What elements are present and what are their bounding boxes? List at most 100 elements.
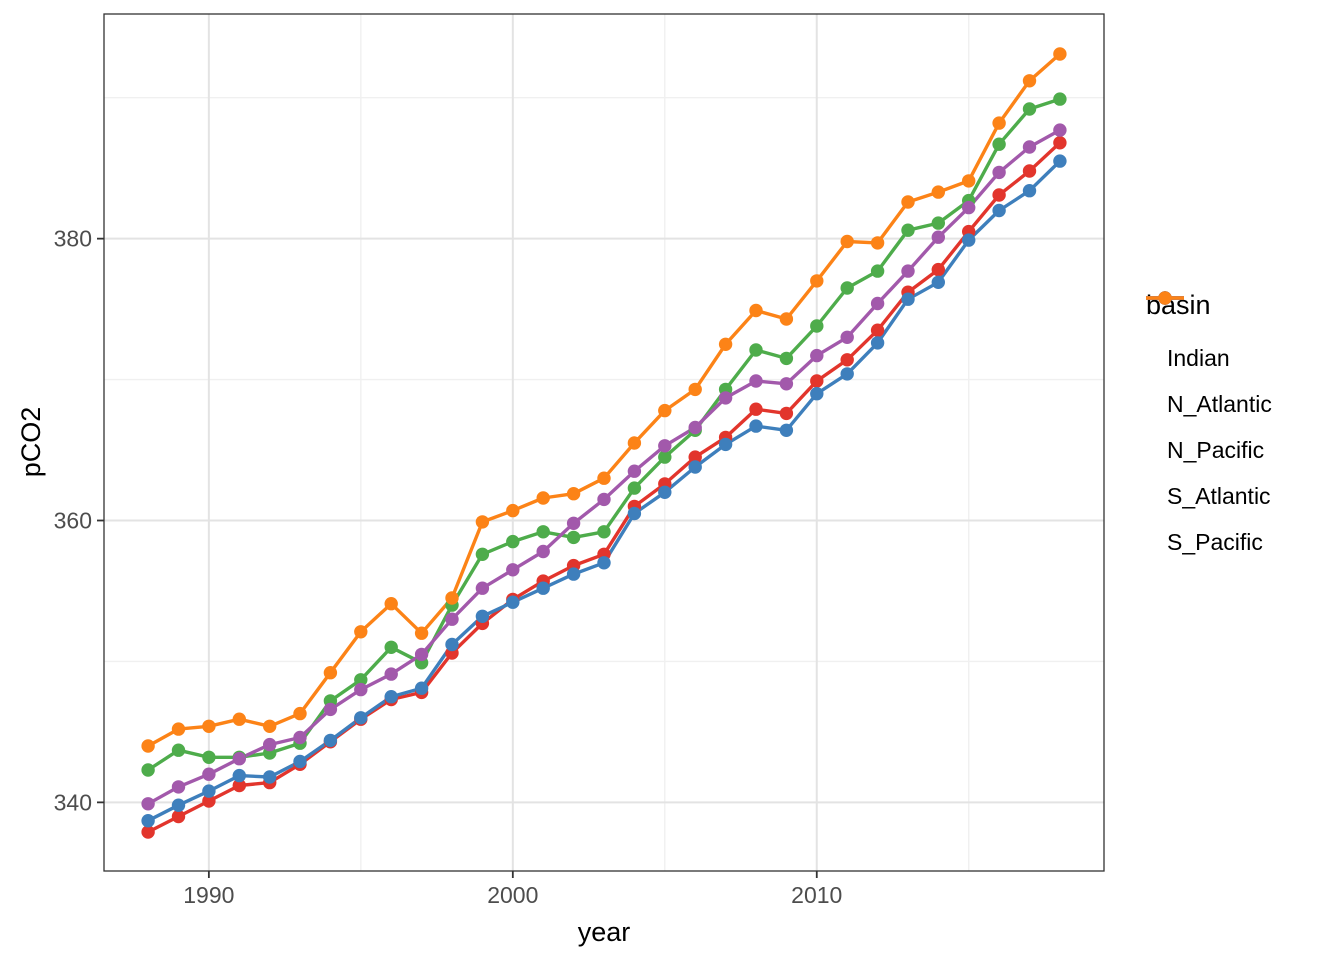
legend-item-label: N_Pacific — [1167, 436, 1265, 463]
data-point-N_Atlantic-1995 — [354, 711, 368, 725]
data-point-S_Atlantic-2001 — [536, 544, 550, 559]
data-point-S_Atlantic-1998 — [445, 612, 459, 626]
data-point-S_Atlantic-1995 — [354, 682, 368, 697]
data-point-N_Atlantic-2016 — [992, 203, 1006, 218]
data-point-S_Pacific-2008 — [749, 303, 763, 318]
data-point-S_Pacific-1996 — [384, 597, 398, 611]
data-point-S_Pacific-1998 — [445, 591, 459, 605]
series-points — [141, 47, 1067, 839]
data-point-S_Pacific-1991 — [232, 712, 246, 726]
data-point-S_Atlantic-1993 — [293, 730, 307, 745]
y-tick-label-380: 380 — [54, 226, 92, 252]
data-point-S_Atlantic-2013 — [901, 264, 915, 278]
data-point-S_Atlantic-2002 — [566, 516, 581, 530]
data-point-N_Atlantic-1996 — [384, 690, 398, 704]
gridlines-major — [104, 14, 1104, 871]
data-point-S_Pacific-1995 — [354, 625, 368, 639]
axis-tick-marks — [97, 237, 818, 878]
data-point-Indian-1991 — [232, 778, 246, 793]
data-point-S_Atlantic-1994 — [323, 702, 338, 717]
data-point-S_Pacific-2010 — [810, 274, 824, 288]
data-point-S_Atlantic-1999 — [475, 581, 490, 595]
data-point-N_Pacific-2017 — [1022, 102, 1037, 116]
data-point-S_Atlantic-2007 — [718, 391, 733, 405]
legend-item-label: S_Atlantic — [1167, 482, 1271, 509]
data-point-Indian-1988 — [141, 825, 155, 839]
data-point-S_Pacific-1989 — [171, 722, 186, 736]
data-point-N_Atlantic-1997 — [414, 681, 429, 695]
data-point-N_Pacific-2014 — [931, 216, 945, 230]
data-point-Indian-2008 — [749, 402, 763, 416]
data-point-N_Pacific-1995 — [354, 673, 368, 687]
legend-key-line-dot-icon — [1146, 291, 1184, 305]
data-point-S_Atlantic-2012 — [870, 296, 885, 311]
data-point-N_Pacific-2012 — [870, 264, 885, 278]
data-point-N_Atlantic-2000 — [506, 595, 520, 609]
data-point-N_Pacific-2013 — [901, 223, 915, 237]
legend-item-label: N_Atlantic — [1167, 390, 1272, 417]
data-point-N_Atlantic-1988 — [141, 814, 155, 828]
data-point-S_Atlantic-2011 — [840, 330, 854, 344]
plot-panel-border — [103, 13, 1105, 872]
legend-item: N_Pacific — [1146, 291, 1272, 473]
data-point-S_Atlantic-1992 — [263, 737, 277, 752]
data-point-S_Pacific-2004 — [627, 436, 642, 450]
legend-item-label: S_Pacific — [1167, 528, 1263, 555]
data-point-N_Pacific-1988 — [141, 763, 155, 777]
data-point-S_Atlantic-2000 — [506, 563, 520, 577]
data-point-S_Atlantic-1990 — [202, 767, 216, 781]
data-point-S_Pacific-2001 — [536, 491, 550, 505]
data-point-N_Atlantic-1989 — [171, 798, 186, 812]
data-point-Indian-2014 — [931, 262, 945, 277]
data-point-N_Pacific-2011 — [840, 281, 854, 295]
data-point-S_Pacific-1999 — [475, 515, 490, 529]
data-point-S_Pacific-2014 — [931, 185, 945, 199]
data-point-S_Atlantic-2009 — [779, 377, 794, 391]
data-point-S_Atlantic-2004 — [627, 464, 642, 478]
y-axis-tick-labels: 340 360 380 — [54, 226, 92, 816]
series-line-Indian — [147, 141, 1062, 834]
data-point-N_Pacific-1999 — [475, 547, 490, 561]
data-point-N_Pacific-2003 — [597, 525, 611, 539]
data-point-N_Atlantic-1999 — [475, 609, 490, 623]
legend-item-label: Indian — [1167, 344, 1230, 371]
data-point-N_Pacific-2008 — [749, 343, 763, 357]
data-point-S_Pacific-1994 — [323, 666, 338, 680]
data-point-S_Pacific-2006 — [688, 382, 702, 397]
series-line-S_Atlantic — [147, 128, 1061, 806]
data-point-S_Pacific-1990 — [202, 719, 216, 733]
data-point-S_Pacific-2018 — [1053, 47, 1067, 61]
data-point-S_Atlantic-2016 — [992, 165, 1006, 180]
data-point-S_Atlantic-2005 — [658, 439, 672, 453]
y-axis-title: pCO2 — [16, 407, 46, 478]
x-axis-title: year — [578, 917, 631, 947]
data-point-S_Atlantic-1989 — [171, 780, 186, 794]
data-point-N_Atlantic-2004 — [627, 506, 642, 521]
data-point-Indian-2009 — [779, 406, 794, 421]
data-point-N_Atlantic-1998 — [445, 637, 459, 652]
data-point-N_Pacific-1989 — [171, 743, 186, 757]
data-point-N_Pacific-2010 — [810, 319, 824, 333]
data-point-S_Atlantic-2003 — [597, 492, 611, 507]
data-point-Indian-2017 — [1022, 164, 1037, 178]
series-line-S_Pacific — [147, 52, 1062, 748]
data-point-Indian-2018 — [1053, 136, 1067, 150]
data-point-N_Pacific-2005 — [658, 450, 672, 464]
y-tick-label-360: 360 — [54, 508, 92, 534]
data-point-S_Atlantic-1996 — [384, 667, 398, 681]
data-point-N_Atlantic-1990 — [202, 784, 216, 798]
data-point-Indian-2006 — [688, 450, 702, 464]
legend: basin Indian N_Atlantic N_Pacific S_Atla… — [1146, 290, 1272, 565]
data-point-S_Pacific-1992 — [263, 719, 277, 733]
data-point-N_Atlantic-2014 — [931, 275, 945, 289]
data-point-N_Pacific-1996 — [384, 640, 398, 654]
data-point-S_Pacific-2002 — [566, 487, 581, 501]
data-point-S_Pacific-2013 — [901, 195, 915, 209]
gridlines-minor — [104, 14, 1104, 871]
x-tick-label-2010: 2010 — [791, 882, 842, 908]
data-point-N_Pacific-1990 — [202, 750, 216, 764]
data-point-N_Atlantic-2002 — [566, 567, 581, 581]
data-point-S_Pacific-2015 — [962, 174, 976, 188]
data-point-S_Pacific-2016 — [992, 116, 1006, 130]
